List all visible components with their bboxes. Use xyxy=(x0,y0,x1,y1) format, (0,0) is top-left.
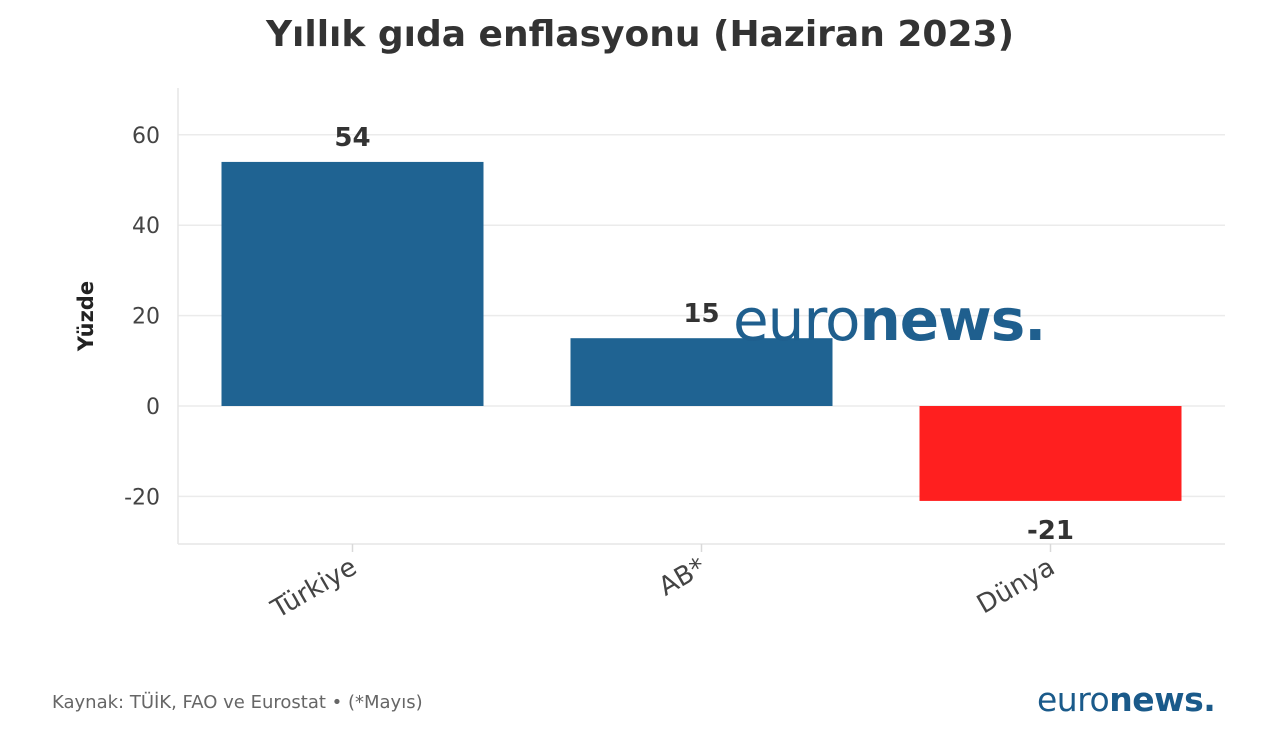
logo-news: news. xyxy=(1109,680,1216,719)
data-label: -21 xyxy=(1027,516,1074,546)
source-note: Kaynak: TÜİK, FAO ve Eurostat • (*Mayıs) xyxy=(52,692,423,713)
euronews-logo: euronews. xyxy=(1037,680,1216,719)
bar-2 xyxy=(570,338,833,406)
chart-title: Yıllık gıda enflasyonu (Haziran 2023) xyxy=(265,14,1015,55)
bar-3 xyxy=(919,406,1182,501)
x-tick-labels: Türkiye AB* Dünya xyxy=(265,544,1060,625)
bars: 54 15 -21 xyxy=(221,123,1182,546)
y-tick-label: 20 xyxy=(132,305,160,330)
y-tick-label: 0 xyxy=(146,395,160,420)
logo-euro: euro xyxy=(1037,680,1110,719)
y-tick-labels: 60 40 20 0 -20 xyxy=(124,124,160,511)
watermark-news: news. xyxy=(860,286,1046,354)
y-tick-label: 40 xyxy=(132,214,160,239)
y-tick-label: -20 xyxy=(124,485,160,510)
bar-chart: 60 40 20 0 -20 54 15 -21 Türkiye AB* Dünya Yüzde… xyxy=(74,88,1225,625)
bar-1 xyxy=(221,161,484,406)
y-axis-label: Yüzde xyxy=(74,281,98,352)
euronews-watermark: euronews. xyxy=(733,286,1045,354)
x-tick-label: Türkiye xyxy=(265,552,362,625)
data-label: 54 xyxy=(334,123,370,153)
y-tick-label: 60 xyxy=(132,124,160,149)
watermark-euro: euro xyxy=(733,286,860,354)
data-label: 15 xyxy=(683,299,719,329)
x-tick-label: AB* xyxy=(654,552,711,602)
x-tick-label: Dünya xyxy=(972,552,1060,620)
